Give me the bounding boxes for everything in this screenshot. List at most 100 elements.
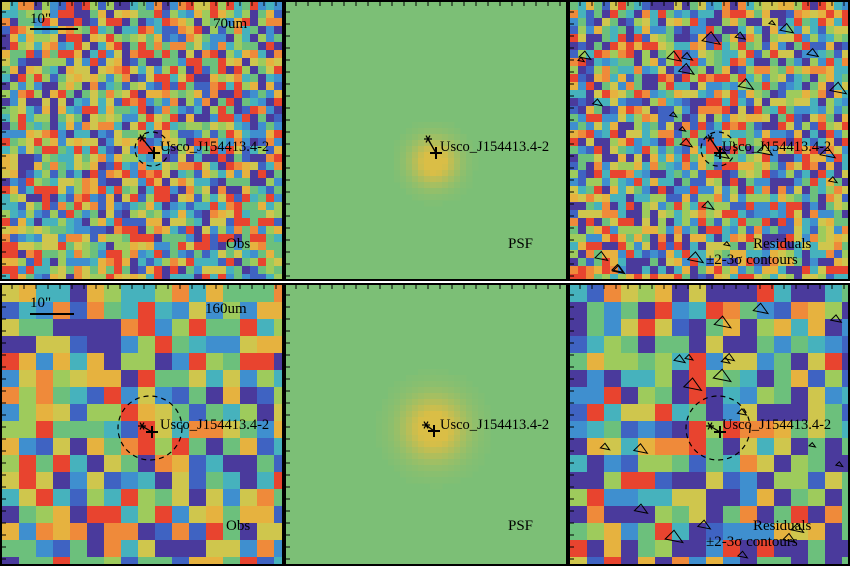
pixel	[258, 194, 267, 203]
pixel	[42, 202, 51, 211]
pixel	[82, 114, 91, 123]
pixel	[602, 106, 611, 115]
pixel	[658, 66, 667, 75]
pixel	[122, 178, 131, 187]
pixel	[178, 234, 187, 243]
pixel	[146, 218, 155, 227]
pixel	[138, 234, 147, 243]
pixel	[770, 234, 779, 243]
pixel	[146, 226, 155, 235]
pixel	[706, 472, 724, 490]
pixel	[618, 242, 627, 251]
psf-pixel	[430, 441, 437, 448]
psf-pixel	[472, 393, 479, 400]
psf-pixel	[466, 158, 473, 165]
pixel	[802, 178, 811, 187]
pixel	[26, 234, 35, 243]
pixel	[746, 130, 755, 139]
pixel	[570, 2, 579, 11]
pixel	[130, 210, 139, 219]
pixel	[757, 489, 775, 507]
pixel	[698, 10, 707, 19]
psf-pixel	[388, 423, 395, 430]
pixel	[570, 489, 588, 507]
pixel	[70, 285, 88, 303]
psf-pixel	[424, 417, 431, 424]
pixel	[808, 336, 826, 354]
pixel	[682, 50, 691, 59]
pixel	[778, 170, 787, 179]
pixel	[834, 226, 843, 235]
pixel	[19, 421, 37, 439]
pixel	[762, 234, 771, 243]
pixel	[226, 194, 235, 203]
psf-pixel	[454, 477, 461, 484]
pixel	[138, 170, 147, 179]
psf-pixel	[454, 417, 461, 424]
pixel	[655, 523, 673, 541]
pixel	[10, 34, 19, 43]
pixel	[825, 387, 843, 405]
pixel	[18, 170, 27, 179]
pixel	[738, 10, 747, 19]
pixel	[770, 122, 779, 131]
pixel	[818, 106, 827, 115]
pixel	[578, 258, 587, 267]
pixel	[666, 26, 675, 35]
plus-marker	[714, 147, 726, 159]
psf-pixel	[424, 170, 431, 177]
pixel	[730, 58, 739, 67]
pixel	[794, 106, 803, 115]
pixel	[70, 387, 88, 405]
pixel	[234, 266, 243, 275]
psf-pixel	[412, 164, 419, 171]
pixel	[121, 302, 139, 320]
pixel	[658, 186, 667, 195]
pixel	[714, 26, 723, 35]
pixel	[706, 226, 715, 235]
pixel	[723, 302, 741, 320]
pixel	[34, 106, 43, 115]
pixel	[178, 26, 187, 35]
pixel	[586, 106, 595, 115]
pixel	[122, 10, 131, 19]
psf-pixel	[478, 459, 485, 466]
pixel	[658, 18, 667, 27]
pixel	[791, 557, 809, 564]
pixel	[74, 10, 83, 19]
pixel	[122, 194, 131, 203]
panel-label: Obs	[226, 518, 251, 534]
pixel	[610, 34, 619, 43]
psf-pixel	[424, 471, 431, 478]
pixel	[698, 2, 707, 11]
pixel	[210, 258, 219, 267]
pixel	[778, 90, 787, 99]
pixel	[714, 186, 723, 195]
pixel	[690, 186, 699, 195]
pixel	[121, 370, 139, 388]
pixel	[257, 421, 275, 439]
pixel	[106, 66, 115, 75]
pixel	[570, 194, 579, 203]
pixel	[802, 34, 811, 43]
pixel	[189, 438, 207, 456]
pixel	[274, 58, 282, 67]
pixel	[723, 540, 741, 558]
pixel	[138, 353, 156, 371]
pixel	[834, 138, 843, 147]
pixel	[70, 353, 88, 371]
pixel	[218, 90, 227, 99]
pixel	[162, 50, 171, 59]
pixel	[586, 178, 595, 187]
pixel	[602, 258, 611, 267]
pixel	[842, 122, 848, 131]
pixel	[106, 202, 115, 211]
pixel	[240, 557, 258, 564]
pixel	[690, 50, 699, 59]
pixel	[26, 218, 35, 227]
pixel	[98, 74, 107, 83]
contour	[737, 78, 755, 91]
psf-pixel	[388, 399, 395, 406]
psf-pixel	[460, 188, 467, 195]
pixel	[242, 170, 251, 179]
